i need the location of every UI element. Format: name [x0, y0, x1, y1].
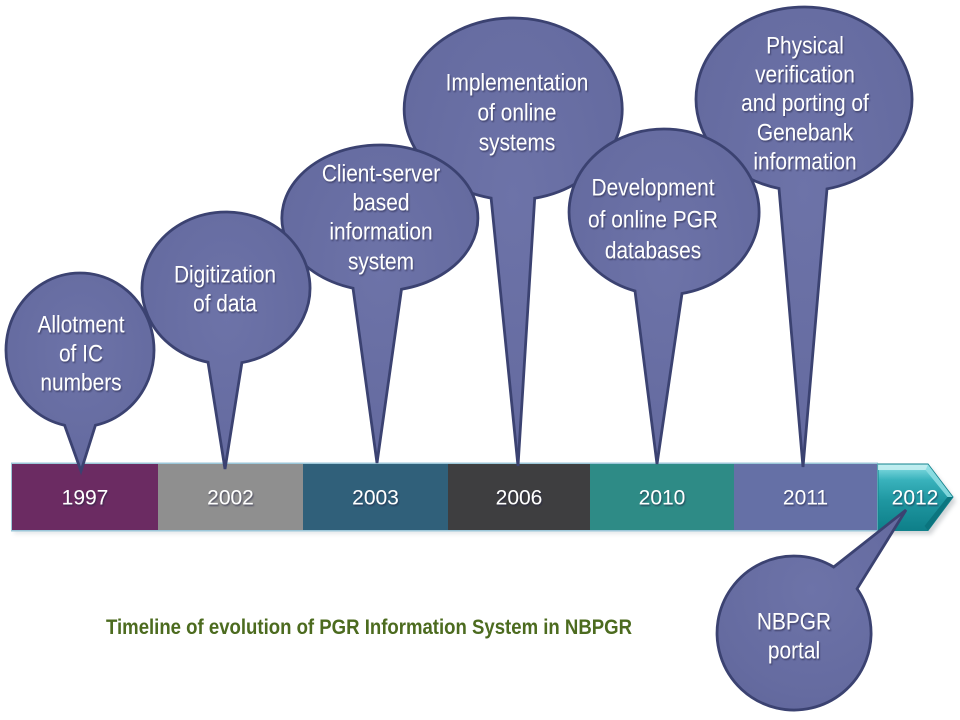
svg-text:of IC: of IC: [59, 340, 103, 367]
svg-text:based: based: [353, 189, 410, 216]
svg-text:Digitization: Digitization: [174, 261, 276, 288]
svg-text:2012: 2012: [892, 486, 939, 509]
svg-text:of data: of data: [193, 290, 257, 317]
svg-text:Client-server: Client-server: [322, 160, 440, 187]
svg-text:information: information: [329, 218, 432, 245]
svg-text:Implementation: Implementation: [446, 69, 589, 96]
svg-text:1997: 1997: [62, 486, 109, 509]
svg-text:systems: systems: [479, 129, 556, 156]
svg-text:2011: 2011: [783, 486, 828, 509]
svg-text:databases: databases: [605, 237, 701, 264]
svg-text:and porting of: and porting of: [741, 90, 869, 117]
svg-text:2003: 2003: [352, 486, 399, 509]
svg-text:NBPGR: NBPGR: [757, 608, 831, 635]
svg-text:Genebank: Genebank: [757, 119, 854, 146]
svg-text:of online: of online: [478, 99, 557, 126]
svg-text:of online PGR: of online PGR: [588, 206, 718, 233]
svg-text:numbers: numbers: [40, 369, 121, 396]
svg-text:Development: Development: [592, 174, 715, 201]
svg-text:2006: 2006: [496, 486, 543, 509]
svg-text:Physical: Physical: [766, 32, 844, 59]
svg-text:portal: portal: [768, 637, 820, 664]
svg-text:verification: verification: [755, 61, 855, 88]
svg-text:2010: 2010: [639, 486, 686, 509]
svg-text:2002: 2002: [207, 486, 254, 509]
svg-text:information: information: [753, 148, 856, 175]
svg-text:Timeline of evolution of PGR I: Timeline of evolution of PGR Information…: [106, 616, 632, 639]
svg-text:system: system: [348, 248, 414, 275]
svg-text:Allotment: Allotment: [38, 311, 125, 338]
